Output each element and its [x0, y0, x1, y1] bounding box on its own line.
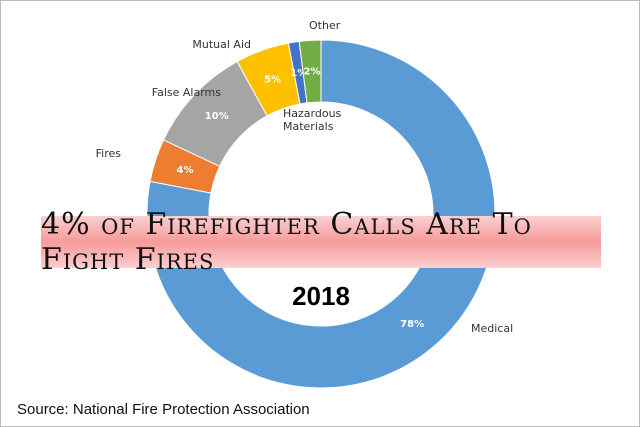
category-label: Hazardous Materials	[283, 107, 342, 133]
category-label: Medical	[471, 322, 513, 335]
category-label: Mutual Aid	[192, 38, 251, 51]
value-label: 1%	[290, 68, 307, 79]
donut-slice	[298, 39, 322, 104]
category-label: Other	[309, 19, 341, 32]
chart-subtitle: 2018	[292, 281, 350, 311]
value-label: 10%	[205, 111, 229, 122]
value-label: 5%	[264, 74, 281, 85]
value-label: 4%	[177, 165, 194, 176]
chart-title: 4% of Firefighter Calls Are To Fight Fir…	[41, 207, 601, 277]
category-label: Fires	[96, 147, 122, 160]
value-label: 78%	[400, 319, 424, 330]
value-label: 2%	[304, 66, 321, 77]
source: Source: National Fire Protection Associa…	[17, 401, 310, 418]
category-label: False Alarms	[152, 86, 221, 99]
